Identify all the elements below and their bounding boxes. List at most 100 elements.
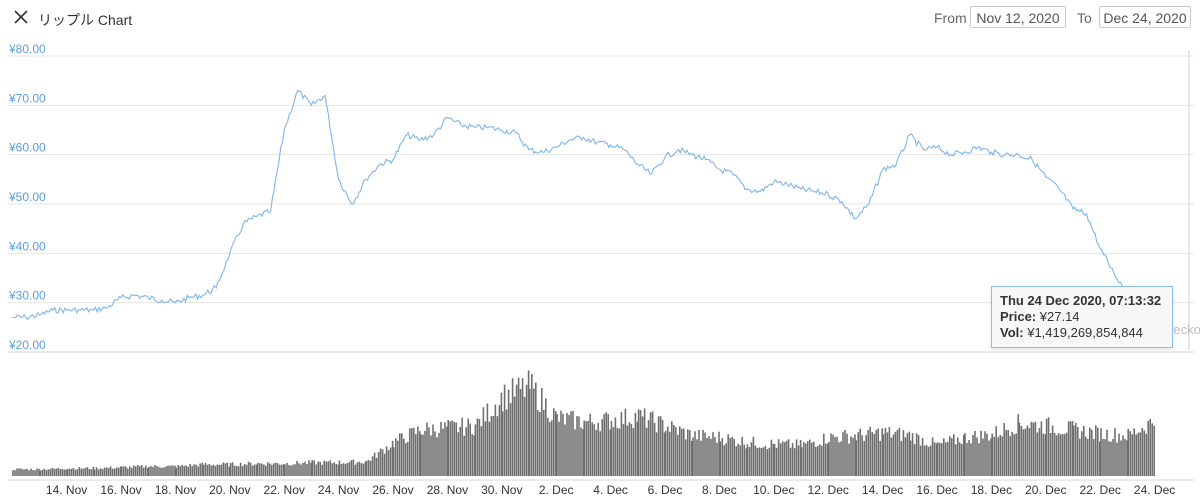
volume-bar — [417, 426, 419, 476]
volume-bar — [696, 439, 698, 476]
volume-bar — [39, 470, 41, 476]
from-label: From — [934, 10, 967, 26]
volume-bar — [492, 416, 495, 476]
volume-bar — [1003, 423, 1005, 476]
volume-bar — [1097, 427, 1099, 476]
volume-bar — [972, 435, 974, 476]
volume-bar — [1133, 428, 1135, 476]
volume-bar — [645, 427, 648, 476]
volume-bar — [549, 422, 551, 476]
volume-bar — [848, 443, 850, 476]
volume-bar — [172, 465, 174, 476]
volume-bar — [511, 378, 514, 476]
volume-bar — [480, 426, 483, 476]
volume-bar — [943, 438, 945, 476]
volume-bar — [1061, 434, 1064, 476]
tooltip-vol-label: Vol: — [1000, 325, 1024, 340]
volume-bar — [80, 468, 83, 476]
volume-bar — [271, 464, 273, 476]
volume-bar — [641, 416, 644, 476]
volume-bar — [395, 438, 397, 476]
volume-bar — [283, 464, 285, 476]
volume-bar — [1135, 434, 1137, 476]
volume-bar — [148, 466, 150, 476]
volume-bar — [340, 463, 343, 476]
volume-bar — [93, 469, 96, 476]
volume-bar — [1017, 414, 1019, 476]
volume-bar — [679, 426, 681, 476]
x-tick-label: 14. Dec — [862, 483, 903, 497]
volume-bar — [158, 467, 160, 476]
volume-bar — [251, 465, 254, 476]
volume-bar — [525, 384, 528, 476]
volume-bar — [1081, 431, 1083, 476]
volume-bar — [909, 440, 912, 476]
volume-bar — [135, 466, 137, 476]
volume-bar — [47, 469, 49, 476]
volume-bar — [1075, 422, 1077, 476]
volume-bar — [637, 409, 640, 476]
volume-bar — [204, 463, 207, 476]
volume-bar — [426, 422, 428, 476]
volume-bar — [955, 444, 957, 476]
volume-bar — [92, 466, 95, 476]
volume-bar — [447, 420, 449, 476]
volume-bar — [685, 439, 687, 476]
volume-bar — [150, 466, 152, 476]
volume-bar — [649, 412, 652, 476]
volume-bar — [578, 416, 580, 476]
volume-bar — [141, 465, 143, 476]
volume-bar — [183, 466, 185, 476]
chart-header: リップル Chart From Nov 12, 2020 To Dec 24, … — [0, 0, 1200, 36]
volume-bar — [1049, 433, 1052, 476]
volume-bar — [789, 447, 792, 476]
volume-bar — [507, 389, 510, 476]
from-date-input[interactable]: Nov 12, 2020 — [970, 6, 1066, 28]
volume-bar — [175, 467, 177, 476]
volume-bar — [562, 413, 564, 476]
volume-bar — [193, 464, 195, 476]
volume-bar — [545, 398, 547, 476]
volume-bar — [1104, 439, 1106, 476]
volume-bar — [1149, 418, 1151, 476]
volume-bar — [558, 421, 560, 476]
volume-bars — [12, 370, 1155, 476]
volume-bar — [1139, 432, 1141, 476]
volume-bar — [296, 460, 298, 476]
volume-bar — [988, 440, 990, 476]
volume-bar — [143, 467, 145, 476]
volume-bar — [1124, 438, 1126, 476]
volume-bar — [344, 463, 347, 476]
volume-bar — [834, 437, 836, 476]
volume-bar — [735, 446, 737, 476]
volume-bar — [821, 445, 823, 476]
volume-bar — [201, 462, 203, 476]
volume-bar — [109, 466, 112, 476]
volume-bar — [1110, 441, 1112, 476]
volume-bar — [306, 463, 308, 476]
volume-bar — [904, 437, 907, 476]
volume-bar — [365, 460, 368, 476]
volume-bar — [669, 431, 671, 476]
volume-bar — [1024, 428, 1027, 476]
volume-bar — [547, 417, 549, 476]
price-tooltip: Thu 24 Dec 2020, 07:13:32 Price: ¥27.14 … — [991, 286, 1173, 348]
volume-bar — [333, 462, 335, 476]
volume-bar — [700, 440, 702, 476]
volume-bar — [718, 431, 720, 476]
volume-bar — [323, 460, 325, 476]
x-tick-label: 24. Dec — [1134, 483, 1175, 497]
volume-bar — [846, 433, 848, 476]
volume-bar — [474, 424, 477, 476]
volume-bar — [127, 468, 129, 476]
volume-bar — [937, 442, 939, 476]
volume-bar — [980, 430, 982, 476]
volume-bar — [1032, 422, 1035, 476]
to-date-input[interactable]: Dec 24, 2020 — [1099, 6, 1191, 28]
volume-bar — [587, 420, 589, 476]
volume-bar — [286, 462, 288, 476]
volume-bar — [356, 462, 359, 476]
volume-bar — [1099, 441, 1101, 476]
close-icon[interactable] — [12, 8, 30, 26]
